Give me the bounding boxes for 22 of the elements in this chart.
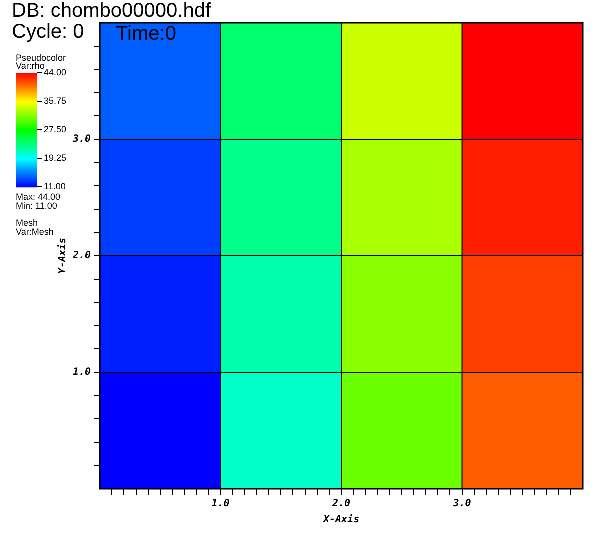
y-tick-label: 3.0 <box>72 134 92 146</box>
color-bar-label: 11.00 <box>44 181 66 192</box>
x-tick-label: 3.0 <box>452 498 472 510</box>
color-bar-label: 19.25 <box>44 152 67 163</box>
x-tick-label: 2.0 <box>332 498 351 510</box>
color-bar-label: 27.50 <box>44 124 67 134</box>
text: Min: 11.00 <box>16 201 58 211</box>
y-axis-title: Y-Axis <box>56 238 69 274</box>
y-tick-label: 2.0 <box>72 250 92 262</box>
text: Var:rho <box>16 61 45 71</box>
y-tick-label: 1.0 <box>73 367 92 378</box>
text: Max: 44.00 <box>16 192 61 202</box>
x-axis-title: X-Axis <box>322 514 360 526</box>
chart-subtitle: Cycle: 0 <box>12 21 84 43</box>
color-bar-title: Pseudocolor <box>16 53 66 63</box>
x-tick-label: 1.0 <box>212 498 230 510</box>
chart-title: DB: chombo00000.hdf <box>12 0 212 22</box>
color-bar-label: 35.75 <box>44 96 67 106</box>
text: Var:Mesh <box>16 227 54 237</box>
color-bar-label: 44.00 <box>44 67 67 78</box>
annotation: Time:0 <box>116 23 176 45</box>
text: Mesh <box>16 218 38 228</box>
